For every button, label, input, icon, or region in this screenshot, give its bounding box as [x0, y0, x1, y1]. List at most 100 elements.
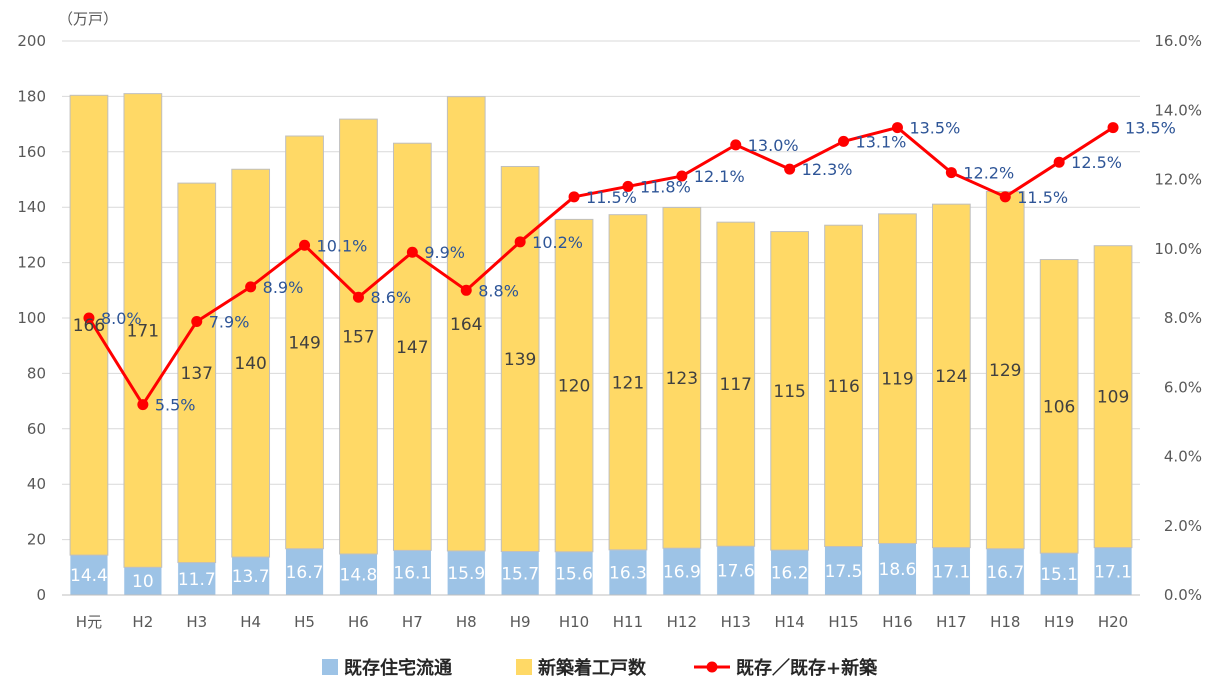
label-layer: 14.4 166 10 171 11.7 137 13.7 140 16.7 149 14.8 157… — [70, 119, 1176, 593]
ratio-point — [191, 315, 203, 327]
bar-new-construction — [285, 135, 324, 550]
y-tick-label: 200 — [17, 32, 46, 50]
bar-existing — [501, 551, 540, 596]
legend: 既存住宅流通 新築着工戸数 既存／既存+新築 — [322, 657, 878, 679]
ratio-point — [83, 312, 95, 324]
x-tick-label: H11 — [613, 613, 643, 631]
x-tick-label: H9 — [510, 613, 531, 631]
bar-existing-label: 10 — [132, 572, 154, 592]
legend-label-2: 新築着工戸数 — [538, 657, 647, 679]
ratio-label: 12.2% — [963, 164, 1014, 183]
bar-new-construction-label: 116 — [827, 377, 859, 397]
bar-new-construction — [662, 206, 702, 549]
legend-marker-3 — [706, 661, 718, 673]
bar-existing-label: 17.6 — [717, 562, 755, 582]
x-tick-label: H4 — [240, 613, 261, 631]
y-tick-label: 40 — [27, 475, 46, 493]
bar-existing-label: 16.2 — [771, 564, 809, 584]
bar-existing — [1093, 547, 1133, 596]
x-tick-label: H2 — [132, 613, 153, 631]
ratio-line — [87, 126, 1114, 407]
bar-existing-label: 11.7 — [178, 570, 216, 590]
bar-existing — [177, 562, 216, 596]
x-tick-label: H15 — [828, 613, 858, 631]
bar-existing-label: 15.6 — [555, 564, 593, 584]
bar-new-construction — [1039, 259, 1079, 554]
bar-new-construction-label: 149 — [288, 333, 320, 353]
bar-new-construction — [824, 224, 863, 548]
y-axis-unit-label: （万戸） — [58, 10, 118, 28]
y-tick-label: 60 — [27, 420, 46, 438]
bar-existing — [123, 567, 162, 596]
x-tick-label: H7 — [402, 613, 423, 631]
bar-new-construction — [177, 182, 217, 564]
bar-new-construction-label: 139 — [504, 350, 536, 370]
x-tick-label: H14 — [774, 613, 804, 631]
axis-layer: 0 20 40 60 80 100 120 140 160 180 200 0.0% 2.0% 4.0% 6… — [17, 32, 1202, 631]
y-tick-label: 140 — [17, 198, 46, 216]
bar-existing-label: 14.8 — [340, 566, 378, 586]
x-tick-label: H元 — [76, 613, 102, 631]
bar-new-construction — [231, 168, 271, 558]
bar-new-construction — [446, 96, 486, 552]
ratio-point — [676, 170, 688, 182]
bar-new-construction-label: 115 — [773, 382, 805, 402]
x-tick-label: H8 — [456, 613, 477, 631]
x-tick-label: H17 — [936, 613, 966, 631]
y-tick-label: 80 — [27, 364, 46, 382]
ratio-point — [945, 167, 957, 179]
y-tick-label: 180 — [17, 87, 46, 105]
ratio-point — [999, 191, 1011, 203]
bar-new-construction — [339, 118, 378, 555]
bar-new-construction — [123, 93, 163, 568]
y2-tick-label: 16.0% — [1154, 32, 1202, 50]
bar-new-construction-label: 119 — [881, 370, 913, 390]
x-tick-label: H13 — [721, 613, 751, 631]
bar-new-construction-label: 171 — [127, 321, 159, 341]
bar-existing-label: 17.5 — [825, 562, 863, 582]
ratio-label: 8.0% — [101, 309, 142, 328]
ratio-label: 13.5% — [909, 119, 960, 138]
y2-tick-label: 14.0% — [1154, 101, 1202, 119]
x-tick-label: H19 — [1044, 613, 1074, 631]
bar-new-construction-label: 120 — [558, 377, 590, 397]
ratio-point — [137, 399, 149, 411]
y-tick-label: 160 — [17, 143, 46, 161]
x-tick-label: H12 — [667, 613, 697, 631]
ratio-point — [1107, 122, 1119, 134]
bar-existing-label: 16.7 — [986, 563, 1024, 583]
bar-new-construction-label: 166 — [73, 316, 105, 336]
y2-tick-label: 6.0% — [1164, 378, 1202, 396]
bar-existing-label: 16.3 — [609, 563, 647, 583]
bar-existing — [554, 551, 594, 596]
legend-swatch-2 — [516, 659, 532, 675]
bar-new-construction — [985, 190, 1025, 550]
ratio-label: 13.5% — [1125, 119, 1176, 138]
y-tick-label: 20 — [27, 531, 46, 549]
bar-new-construction — [554, 218, 594, 553]
legend-swatch-1 — [322, 659, 338, 675]
bar-new-construction-label: 129 — [989, 361, 1021, 381]
ratio-label: 11.8% — [640, 177, 691, 196]
x-tick-label: H3 — [186, 613, 207, 631]
bar-new-construction-label: 109 — [1097, 388, 1129, 408]
bar-new-construction-label: 157 — [342, 328, 374, 348]
bar-existing — [393, 550, 432, 596]
ratio-label: 10.2% — [532, 233, 583, 252]
ratio-point — [838, 135, 850, 147]
ratio-label: 12.1% — [694, 167, 745, 186]
bar-new-construction-label: 117 — [720, 375, 752, 395]
ratio-label: 13.1% — [856, 132, 907, 151]
bar-existing — [447, 550, 486, 596]
y2-tick-label: 10.0% — [1154, 240, 1202, 258]
bar-new-construction-label: 123 — [666, 369, 698, 389]
bar-existing-label: 13.7 — [232, 567, 270, 587]
ratio-point — [1053, 156, 1065, 168]
y2-tick-label: 2.0% — [1164, 517, 1202, 535]
bar-new-construction — [392, 142, 432, 551]
ratio-label: 8.9% — [263, 278, 304, 297]
bar-existing-label: 18.6 — [879, 560, 917, 580]
y2-tick-label: 0.0% — [1164, 586, 1202, 604]
bar-existing-label: 17.1 — [932, 562, 970, 582]
